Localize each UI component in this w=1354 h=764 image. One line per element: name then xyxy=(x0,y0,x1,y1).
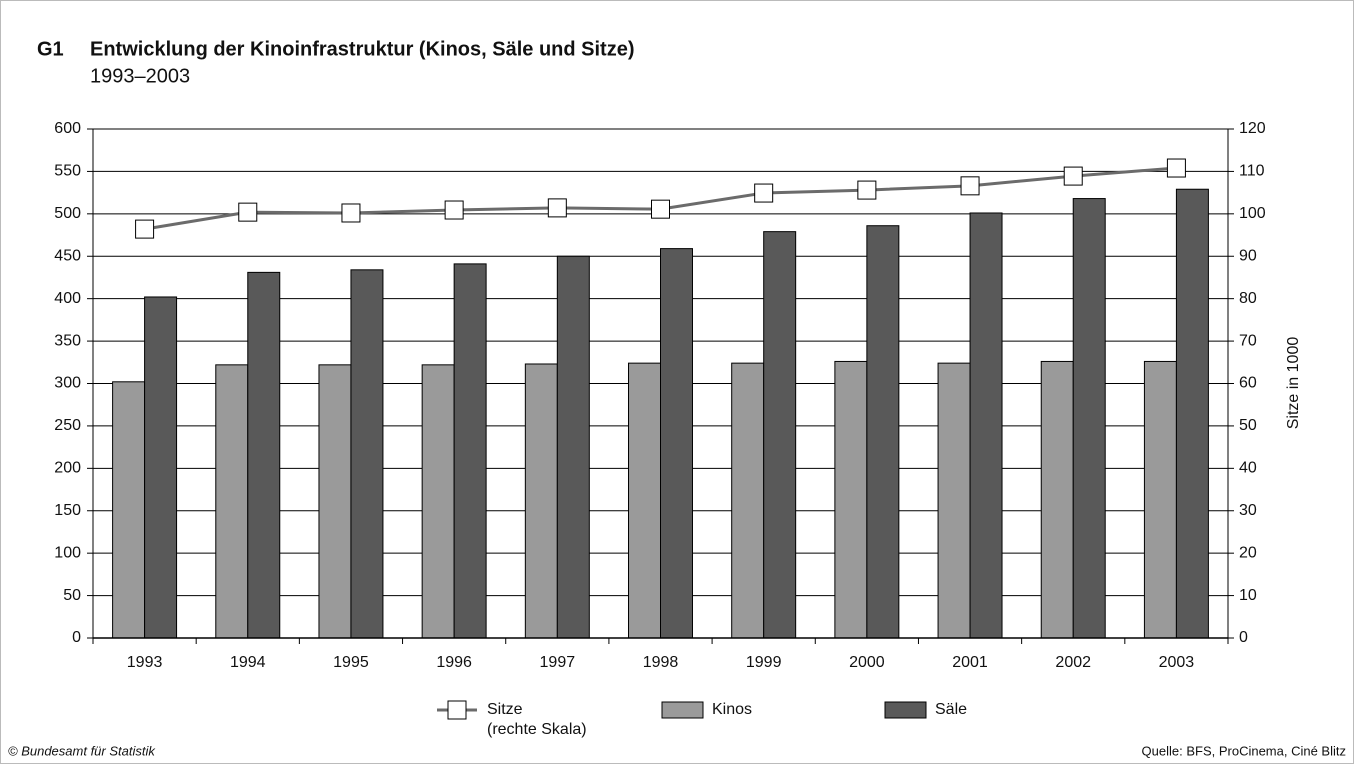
bar xyxy=(1072,198,1106,639)
bar xyxy=(524,363,558,639)
bar xyxy=(1143,360,1177,639)
bar xyxy=(763,231,797,639)
bar xyxy=(112,381,146,639)
chart-subtitle: 1993–2003 xyxy=(90,65,190,87)
copyright: © Bundesamt für Statistik xyxy=(8,743,156,758)
legend-marker xyxy=(447,700,467,720)
y-tick-label: 250 xyxy=(54,417,81,434)
marker xyxy=(651,199,670,219)
bar xyxy=(731,362,765,639)
legend-label: Kinos xyxy=(712,701,752,718)
bar xyxy=(350,269,384,639)
y2-tick-label: 30 xyxy=(1239,502,1257,519)
x-tick-label: 1998 xyxy=(643,654,679,671)
y2-tick-label: 40 xyxy=(1239,460,1257,477)
bar xyxy=(660,248,693,639)
bar xyxy=(215,364,249,639)
y-tick-label: 200 xyxy=(54,460,81,477)
legend-swatch xyxy=(661,701,704,719)
bar xyxy=(1040,360,1074,639)
bar xyxy=(453,263,487,639)
y2-tick-label: 60 xyxy=(1239,375,1257,392)
bar xyxy=(834,360,868,639)
y-tick-label: 400 xyxy=(54,290,81,307)
source: Quelle: BFS, ProCinema, Ciné Blitz xyxy=(1142,743,1346,758)
chart-title: Entwicklung der Kinoinfrastruktur (Kinos… xyxy=(90,38,635,60)
marker xyxy=(238,202,258,222)
marker xyxy=(754,183,774,203)
bar xyxy=(1175,188,1209,639)
y-tick-label: 150 xyxy=(54,502,81,519)
y-tick-label: 500 xyxy=(54,205,81,222)
bar xyxy=(247,271,281,639)
y-tick-label: 0 xyxy=(72,629,81,646)
bar xyxy=(937,362,971,639)
y2-axis-label: Sitze in 1000 xyxy=(1285,337,1302,430)
legend-swatch xyxy=(884,701,927,719)
y2-tick-label: 0 xyxy=(1239,629,1248,646)
x-tick-label: 1999 xyxy=(746,654,782,671)
y2-tick-label: 80 xyxy=(1239,290,1257,307)
marker xyxy=(1166,158,1186,178)
y-tick-label: 100 xyxy=(54,544,81,561)
y-tick-label: 450 xyxy=(54,247,81,264)
y-tick-label: 350 xyxy=(54,332,81,349)
y2-tick-label: 110 xyxy=(1239,163,1265,180)
x-tick-label: 1996 xyxy=(436,654,472,671)
x-tick-label: 2003 xyxy=(1159,654,1195,671)
y2-tick-label: 20 xyxy=(1239,544,1257,561)
bar xyxy=(628,362,661,639)
bar xyxy=(318,364,352,639)
y-tick-label: 550 xyxy=(54,163,81,180)
y2-tick-label: 10 xyxy=(1239,587,1257,604)
bar xyxy=(866,225,900,639)
y2-tick-label: 70 xyxy=(1239,332,1257,349)
bar xyxy=(144,296,178,639)
chart-number: G1 xyxy=(37,38,64,60)
x-tick-label: 2002 xyxy=(1055,654,1091,671)
x-tick-label: 2000 xyxy=(849,654,885,671)
y2-tick-label: 100 xyxy=(1239,205,1266,222)
bar xyxy=(969,212,1003,639)
marker xyxy=(341,203,361,223)
marker xyxy=(857,180,877,200)
marker xyxy=(547,198,567,218)
x-tick-label: 1993 xyxy=(127,654,163,671)
x-tick-label: 2001 xyxy=(952,654,988,671)
legend-label: Säle xyxy=(935,701,967,718)
x-tick-label: 1997 xyxy=(540,654,576,671)
y-tick-label: 50 xyxy=(63,587,81,604)
y2-tick-label: 90 xyxy=(1239,247,1257,264)
y2-tick-label: 50 xyxy=(1239,417,1257,434)
bar xyxy=(421,364,455,639)
y-tick-label: 300 xyxy=(54,375,81,392)
y2-tick-label: 120 xyxy=(1239,120,1266,137)
marker xyxy=(135,219,155,239)
marker xyxy=(444,200,464,220)
bar xyxy=(556,255,590,639)
legend-label: Sitze xyxy=(487,701,523,718)
x-tick-label: 1994 xyxy=(230,654,266,671)
marker xyxy=(1063,166,1083,186)
y-tick-label: 600 xyxy=(54,120,81,137)
marker xyxy=(960,176,980,196)
x-tick-label: 1995 xyxy=(333,654,369,671)
legend-note: (rechte Skala) xyxy=(487,721,587,738)
